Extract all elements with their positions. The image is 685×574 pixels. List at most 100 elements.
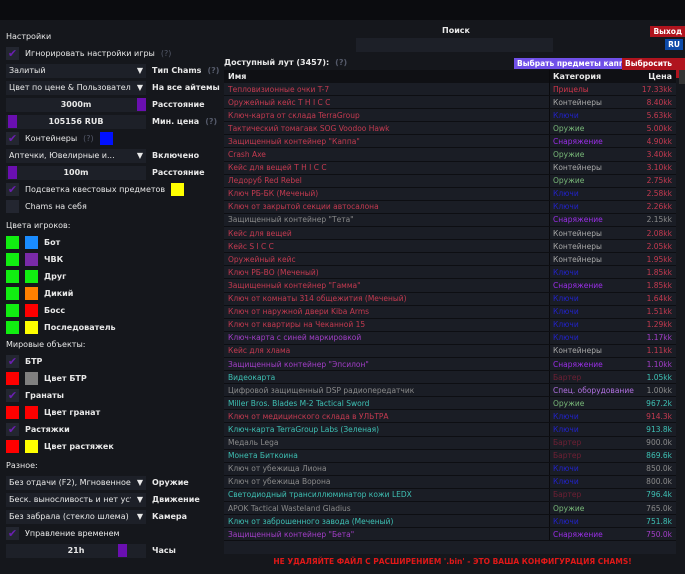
item-category: Бартер	[553, 438, 582, 448]
table-row[interactable]: Ключ от комнаты 314 общежития (Меченый) К…	[224, 292, 676, 306]
containers-checkbox[interactable]: ✔ Контейнеры (?)	[6, 130, 218, 147]
table-row[interactable]: Ключ РБ-БК (Меченый) Ключи 2.58kk	[224, 187, 676, 201]
table-row[interactable]: Кейс для вещей Контейнеры 2.08kk	[224, 227, 676, 241]
player-color-swatch-2[interactable]	[25, 321, 38, 334]
color-mode-dropdown[interactable]: Цвет по цене & Пользователь ▼	[6, 80, 146, 95]
tripwire-color-swatch[interactable]	[6, 440, 19, 453]
player-color-swatch[interactable]	[6, 270, 19, 283]
min-price-slider[interactable]: 105156 RUB	[6, 114, 146, 129]
weapon-dropdown[interactable]: Без отдачи (F2), Мгновенное п ▼	[6, 475, 146, 490]
hours-slider[interactable]: 21h	[6, 543, 146, 558]
table-row[interactable]: Ключ-карта TerraGroup Labs (Зеленая) Ключ…	[224, 423, 676, 437]
table-row[interactable]: Ключ от наружной двери Kiba Arms Ключи 1.5…	[224, 305, 676, 319]
player-color-swatch-2[interactable]	[25, 287, 38, 300]
player-color-swatch[interactable]	[6, 287, 19, 300]
player-color-swatch-2[interactable]	[25, 270, 38, 283]
item-name: Кейс для вещей T H I C C	[224, 161, 550, 174]
table-row[interactable]: Ключ от заброшенного завода (Меченый) Клю…	[224, 515, 676, 529]
player-color-swatch[interactable]	[6, 304, 19, 317]
table-row[interactable]: APOK Tactical Wasteland Gladius Оружие 765…	[224, 502, 676, 516]
table-row[interactable]: Монета Биткоина Бартер 869.6k	[224, 449, 676, 463]
time-control-checkbox[interactable]: ✔ Управление временем	[6, 525, 218, 542]
movement-dropdown[interactable]: Беск. выносливость и нет уста ▼	[6, 492, 146, 507]
help-icon[interactable]: (?)	[160, 49, 172, 58]
player-color-swatch[interactable]	[6, 321, 19, 334]
table-row[interactable]: Miller Bros. Blades M-2 Tactical Sword Ор…	[224, 397, 676, 411]
value: Без забрала (стекло шлема)	[9, 512, 129, 521]
containers-color-swatch[interactable]	[99, 132, 113, 145]
grenade-color-swatch-2[interactable]	[25, 406, 38, 419]
chams-type-label: Тип Chams	[152, 66, 202, 75]
item-price: 750.0k	[646, 529, 672, 539]
grenades-checkbox[interactable]: ✔ Гранаты	[6, 387, 218, 404]
table-row[interactable]: Ледоруб Red Rebel Оружие 2.75kk	[224, 174, 676, 188]
item-name: Монета Биткоина	[224, 449, 550, 462]
tripwire-color-swatch-2[interactable]	[25, 440, 38, 453]
table-row[interactable]: Цифровой защищенный DSP радиопередатчик С…	[224, 384, 676, 398]
item-price: 4.90kk	[646, 136, 672, 146]
ignore-game-settings-checkbox[interactable]: ✔ Игнорировать настройки игры (?)	[6, 45, 218, 62]
table-row[interactable]: Защищенный контейнер "Каппа" Снаряжение 4.…	[224, 135, 676, 149]
distance-slider[interactable]: 3000m	[6, 97, 146, 112]
table-row[interactable]: Тепловизионные очки T-7 Прицелы 17.33kk	[224, 83, 676, 97]
help-icon[interactable]: (?)	[205, 117, 218, 126]
table-row[interactable]: Защищенный контейнер "Тета" Снаряжение 2.1…	[224, 213, 676, 228]
camera-dropdown[interactable]: Без забрала (стекло шлема) ▼	[6, 509, 146, 524]
table-row[interactable]: Ключ от квартиры на Чеканной 15 Ключи 1.29…	[224, 318, 676, 332]
table-row[interactable]: Ключ от убежища Ворона Ключи 800.0k	[224, 475, 676, 489]
table-row[interactable]: Ключ от медицинского склада в УЛЬТРА Ключ…	[224, 410, 676, 424]
player-color-swatch-2[interactable]	[25, 236, 38, 249]
select-kappa-button[interactable]: Выбрать предметы каппа	[514, 58, 633, 69]
table-row[interactable]: Медаль Lega Бартер 900.0k	[224, 436, 676, 450]
table-row[interactable]: Защищенный контейнер "Бета" Снаряжение 750…	[224, 528, 676, 542]
table-row[interactable]: Кейс для хлама Контейнеры 1.11kk	[224, 344, 676, 358]
player-color-swatch[interactable]	[6, 253, 19, 266]
grenade-color-swatch[interactable]	[6, 406, 19, 419]
table-row[interactable]: Видеокарта Бартер 1.05kk	[224, 371, 676, 385]
column-category[interactable]: Категория	[553, 72, 602, 81]
slider-handle[interactable]	[137, 97, 146, 111]
btr-color-swatch[interactable]	[6, 372, 19, 385]
label: Мин. цена (?)	[152, 117, 217, 126]
table-row[interactable]: Ключ РБ-ВО (Меченый) Ключи 1.85kk	[224, 266, 676, 280]
table-row[interactable]: Оружейный кейс T H I C C Контейнеры 8.40kk	[224, 96, 676, 110]
table-row[interactable]: Кейс для вещей T H I C C Контейнеры 3.10kk	[224, 161, 676, 175]
quest-highlight-checkbox[interactable]: ✔ Подсветка квестовых предметов	[6, 181, 218, 198]
slider-handle[interactable]	[8, 114, 17, 128]
table-row[interactable]: Защищенный контейнер "Эпсилон" Снаряжение…	[224, 357, 676, 372]
player-color-swatch-2[interactable]	[25, 253, 38, 266]
container-distance-slider[interactable]: 100m	[6, 165, 146, 180]
btr-color-swatch-2[interactable]	[25, 372, 38, 385]
player-color-swatch[interactable]	[6, 236, 19, 249]
exit-button[interactable]: Выход	[650, 26, 685, 37]
table-row[interactable]: Светодиодный трансиллюминатор кожи LEDX Б…	[224, 488, 676, 502]
container-types-dropdown[interactable]: Аптечки, Ювелирные и... ▼	[6, 148, 146, 163]
tripwires-checkbox[interactable]: ✔ Растяжки	[6, 421, 218, 438]
table-row[interactable]: Crash Axe Оружие 3.40kk	[224, 148, 676, 162]
language-button[interactable]: RU	[665, 39, 683, 50]
slider-handle[interactable]	[118, 543, 127, 557]
player-color-swatch-2[interactable]	[25, 304, 38, 317]
search-input[interactable]	[356, 38, 553, 52]
column-price[interactable]: Цена	[648, 72, 672, 81]
column-name[interactable]: Имя	[224, 70, 550, 83]
help-icon[interactable]: (?)	[207, 66, 220, 75]
table-row[interactable]: Защищенный контейнер "Гамма" Снаряжение 1.…	[224, 279, 676, 293]
chams-type-dropdown[interactable]: Залитый ▼	[6, 63, 146, 78]
table-row[interactable]: Кейс S I C C Контейнеры 2.05kk	[224, 240, 676, 254]
value: 100m	[63, 168, 89, 177]
table-row[interactable]: Ключ-карта от склада TerraGroup Ключи 5.63…	[224, 109, 676, 123]
help-icon[interactable]: (?)	[83, 134, 94, 143]
table-row[interactable]: Ключ-карта с синей маркировкой Ключи 1.17k…	[224, 331, 676, 345]
item-price: 2.58kk	[646, 189, 672, 199]
table-row[interactable]: Тактический томагавк SOG Voodoo Hawk Оруж…	[224, 122, 676, 136]
chams-self-checkbox[interactable]: Chams на себя	[6, 198, 218, 215]
slider-handle[interactable]	[8, 165, 17, 179]
help-icon[interactable]: (?)	[335, 58, 348, 67]
table-row[interactable]: Ключ от закрытой секции автосалона Ключи 2…	[224, 200, 676, 214]
scrollbar[interactable]	[679, 70, 685, 84]
btr-checkbox[interactable]: ✔ БТР	[6, 353, 218, 370]
table-row[interactable]: Оружейный кейс Контейнеры 1.95kk	[224, 253, 676, 267]
quest-color-swatch[interactable]	[171, 183, 185, 196]
table-row[interactable]: Ключ от убежища Лиона Ключи 850.0k	[224, 462, 676, 476]
